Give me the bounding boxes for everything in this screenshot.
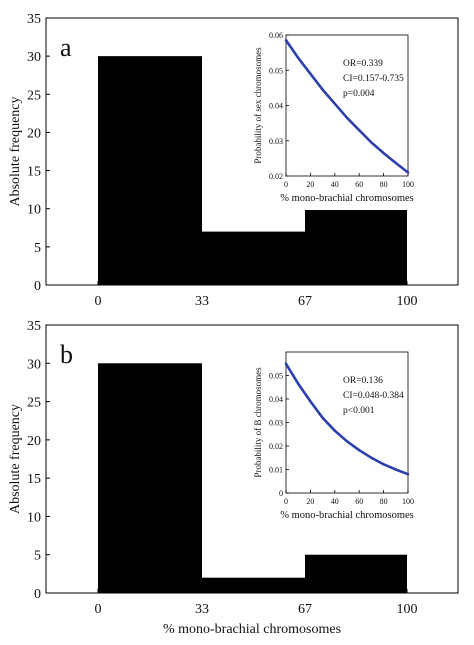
inset-data-point	[345, 116, 349, 120]
x-tick-label: 100	[397, 602, 418, 617]
inset-y-axis-label: Probability of sex chromosomes	[253, 47, 263, 164]
bar	[202, 231, 305, 285]
inset-x-tick-label: 40	[331, 180, 339, 189]
y-tick-label: 10	[27, 510, 41, 525]
inset-x-tick-label: 80	[380, 180, 388, 189]
y-tick-label: 15	[27, 472, 41, 487]
inset-stat-text: OR=0.339	[343, 59, 383, 69]
panel-label: a	[60, 33, 72, 62]
inset-y-tick-label: 0.06	[269, 31, 283, 40]
inset-x-tick-label: 100	[402, 497, 414, 506]
panel-b: 0 5 10 15 20 25 30 35 0 33 67 100 Absolute frequency…	[8, 319, 459, 617]
y-tick-label: 20	[27, 434, 41, 449]
inset-data-point	[394, 161, 397, 165]
y-tick-label: 5	[34, 241, 41, 256]
bar	[98, 363, 202, 593]
inset-data-point	[370, 141, 373, 144]
y-tick-label: 0	[34, 587, 41, 602]
y-tick-label: 30	[27, 357, 41, 372]
panel-label: b	[60, 340, 73, 369]
inset-x-tick-label: 20	[306, 497, 314, 506]
bar	[305, 554, 407, 593]
inset-data-point	[284, 39, 288, 42]
bar	[305, 208, 407, 285]
inset-data-point	[309, 72, 312, 75]
bar	[98, 56, 202, 286]
inset-data-point	[333, 102, 336, 105]
inset-plot: 0 20 40 60 80 100 0 0.01 0.02 0.03 0.04 0.05 OR=0.13…	[246, 346, 426, 527]
y-tick-label: 30	[27, 50, 41, 65]
y-tick-label: 25	[27, 88, 41, 103]
inset-data-point	[394, 468, 397, 471]
y-tick-label: 20	[27, 126, 41, 141]
x-tick-label: 0	[95, 294, 102, 309]
inset-x-tick-label: 80	[380, 497, 388, 506]
inset-data-point	[358, 449, 361, 452]
inset-x-tick-label: 60	[355, 497, 363, 506]
x-tick-label: 33	[195, 602, 209, 617]
inset-y-tick-label: 0.05	[269, 372, 283, 381]
inset-x-axis-label: % mono-brachial chromosomes	[280, 193, 414, 204]
y-axis-label: Absolute frequency	[8, 404, 23, 514]
y-tick-label: 15	[27, 165, 41, 180]
inset-data-point	[309, 400, 312, 403]
inset-data-point	[297, 382, 300, 385]
y-tick-label: 35	[27, 319, 41, 334]
inset-data-point	[406, 171, 410, 174]
inset-y-tick-label: 0.03	[269, 419, 283, 428]
inset-data-point	[406, 473, 410, 476]
x-tick-label: 33	[195, 294, 209, 309]
inset-data-point	[358, 128, 361, 132]
inset-data-point	[382, 151, 385, 155]
inset-x-tick-label: 0	[284, 180, 288, 189]
y-axis-label: Absolute frequency	[8, 96, 23, 206]
plot-frame	[45, 17, 459, 286]
y-tick-label: 10	[27, 203, 41, 218]
inset-data-point	[297, 56, 300, 60]
inset-data-point	[321, 416, 324, 419]
inset-y-tick-label: 0.02	[269, 172, 283, 181]
inset-data-point	[284, 362, 288, 365]
inset-x-axis-label: % mono-brachial chromosomes	[280, 510, 414, 521]
inset-y-tick-label: 0.01	[269, 466, 283, 475]
panel-a: 0 5 10 15 20 25 30 35 0 33 67 100 Absolute frequency…	[8, 12, 459, 309]
inset-y-tick-label: 0.05	[269, 66, 283, 75]
y-tick-label: 5	[34, 549, 41, 564]
inset-y-axis-label: Probability of B chromosomes	[253, 367, 263, 478]
inset-data-point	[382, 463, 385, 466]
inset-x-tick-label: 0	[284, 497, 288, 506]
x-tick-label: 67	[298, 602, 312, 617]
inset-x-tick-label: 20	[306, 180, 314, 189]
bar	[202, 577, 305, 593]
x-tick-label: 0	[95, 602, 102, 617]
x-axis-label: % mono-brachial chromosomes	[163, 622, 341, 637]
inset-plot: 0 20 40 60 80 100 0.02 0.03 0.04 0.05 0.06 OR=0.339…	[246, 29, 426, 210]
inset-y-tick-label: 0.04	[269, 102, 283, 111]
inset-x-tick-label: 100	[402, 180, 414, 189]
inset-data-point	[333, 429, 336, 432]
inset-data-point	[345, 440, 349, 443]
inset-stat-text: OR=0.136	[343, 376, 383, 386]
inset-stat-text: CI=0.048-0.384	[343, 391, 404, 401]
inset-stat-text: p=0.004	[343, 89, 375, 99]
y-tick-label: 35	[27, 12, 41, 27]
y-tick-label: 0	[34, 279, 41, 294]
x-tick-label: 100	[397, 294, 418, 309]
inset-stat-text: p<0.001	[343, 406, 375, 416]
inset-data-point	[321, 88, 324, 91]
inset-x-tick-label: 60	[355, 180, 363, 189]
inset-data-point	[370, 456, 373, 459]
plot-frame	[45, 324, 459, 594]
inset-frame	[285, 351, 409, 494]
inset-y-tick-label: 0.03	[269, 137, 283, 146]
inset-y-tick-label: 0.02	[269, 442, 283, 451]
inset-y-tick-label: 0	[279, 489, 283, 498]
inset-frame	[285, 34, 409, 177]
y-tick-label: 25	[27, 396, 41, 411]
inset-stat-text: CI=0.157-0.735	[343, 74, 404, 84]
inset-x-tick-label: 40	[331, 497, 339, 506]
x-tick-label: 67	[298, 294, 312, 309]
inset-y-tick-label: 0.04	[269, 395, 283, 404]
